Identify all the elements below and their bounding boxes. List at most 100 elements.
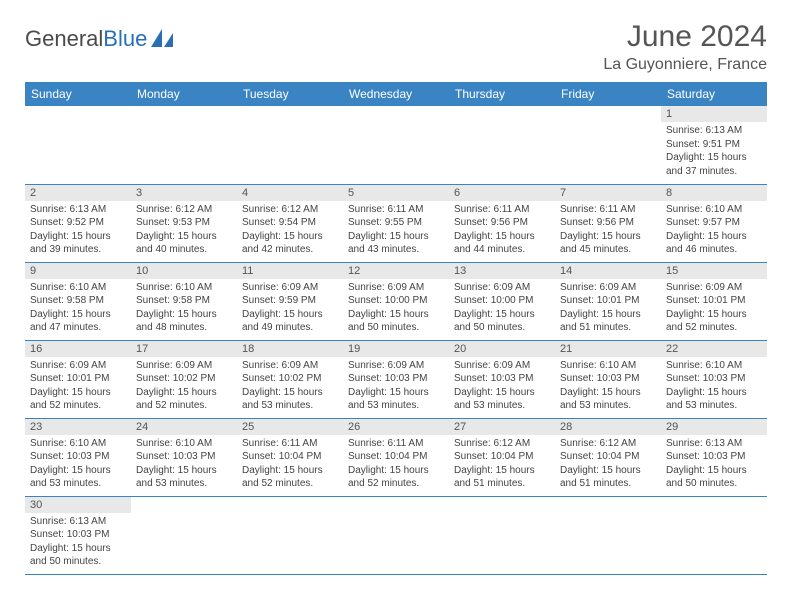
day-content: Sunrise: 6:10 AMSunset: 10:03 PMDaylight… <box>131 435 237 495</box>
day-cell: 1Sunrise: 6:13 AMSunset: 9:51 PMDaylight… <box>661 106 767 184</box>
day-content: Sunrise: 6:09 AMSunset: 10:01 PMDaylight… <box>661 279 767 339</box>
day-cell: 17Sunrise: 6:09 AMSunset: 10:02 PMDaylig… <box>131 340 237 418</box>
title-block: June 2024 La Guyonniere, France <box>603 20 767 74</box>
day-number: 6 <box>449 185 555 201</box>
day-number: 12 <box>343 263 449 279</box>
day-number: 21 <box>555 341 661 357</box>
day-cell: 20Sunrise: 6:09 AMSunset: 10:03 PMDaylig… <box>449 340 555 418</box>
day-number: 16 <box>25 341 131 357</box>
day-cell: 15Sunrise: 6:09 AMSunset: 10:01 PMDaylig… <box>661 262 767 340</box>
day-number: 10 <box>131 263 237 279</box>
empty-cell <box>131 496 237 574</box>
day-cell: 18Sunrise: 6:09 AMSunset: 10:02 PMDaylig… <box>237 340 343 418</box>
day-number: 3 <box>131 185 237 201</box>
day-content: Sunrise: 6:13 AMSunset: 10:03 PMDaylight… <box>661 435 767 495</box>
calendar-row: 23Sunrise: 6:10 AMSunset: 10:03 PMDaylig… <box>25 418 767 496</box>
logo-text-a: General <box>25 26 103 52</box>
day-number: 8 <box>661 185 767 201</box>
day-number: 20 <box>449 341 555 357</box>
day-content: Sunrise: 6:09 AMSunset: 10:01 PMDaylight… <box>25 357 131 417</box>
day-cell: 10Sunrise: 6:10 AMSunset: 9:58 PMDayligh… <box>131 262 237 340</box>
day-cell: 8Sunrise: 6:10 AMSunset: 9:57 PMDaylight… <box>661 184 767 262</box>
day-number: 27 <box>449 419 555 435</box>
weekday-header: Friday <box>555 82 661 106</box>
weekday-header: Saturday <box>661 82 767 106</box>
day-number: 18 <box>237 341 343 357</box>
day-cell: 3Sunrise: 6:12 AMSunset: 9:53 PMDaylight… <box>131 184 237 262</box>
day-cell: 14Sunrise: 6:09 AMSunset: 10:01 PMDaylig… <box>555 262 661 340</box>
day-content: Sunrise: 6:10 AMSunset: 10:03 PMDaylight… <box>25 435 131 495</box>
day-cell: 30Sunrise: 6:13 AMSunset: 10:03 PMDaylig… <box>25 496 131 574</box>
day-number: 15 <box>661 263 767 279</box>
day-cell: 11Sunrise: 6:09 AMSunset: 9:59 PMDayligh… <box>237 262 343 340</box>
weekday-header: Tuesday <box>237 82 343 106</box>
day-number: 25 <box>237 419 343 435</box>
day-content: Sunrise: 6:10 AMSunset: 10:03 PMDaylight… <box>661 357 767 417</box>
day-content: Sunrise: 6:09 AMSunset: 10:00 PMDaylight… <box>343 279 449 339</box>
day-number: 13 <box>449 263 555 279</box>
day-cell: 16Sunrise: 6:09 AMSunset: 10:01 PMDaylig… <box>25 340 131 418</box>
day-content: Sunrise: 6:11 AMSunset: 10:04 PMDaylight… <box>237 435 343 495</box>
day-content: Sunrise: 6:13 AMSunset: 10:03 PMDaylight… <box>25 513 131 573</box>
day-content: Sunrise: 6:11 AMSunset: 10:04 PMDaylight… <box>343 435 449 495</box>
weekday-header: Wednesday <box>343 82 449 106</box>
day-cell: 6Sunrise: 6:11 AMSunset: 9:56 PMDaylight… <box>449 184 555 262</box>
day-content: Sunrise: 6:12 AMSunset: 9:54 PMDaylight:… <box>237 201 343 261</box>
day-number: 17 <box>131 341 237 357</box>
day-cell: 7Sunrise: 6:11 AMSunset: 9:56 PMDaylight… <box>555 184 661 262</box>
day-number: 14 <box>555 263 661 279</box>
empty-cell <box>237 496 343 574</box>
day-number: 26 <box>343 419 449 435</box>
day-cell: 2Sunrise: 6:13 AMSunset: 9:52 PMDaylight… <box>25 184 131 262</box>
day-content: Sunrise: 6:09 AMSunset: 10:02 PMDaylight… <box>237 357 343 417</box>
day-cell: 5Sunrise: 6:11 AMSunset: 9:55 PMDaylight… <box>343 184 449 262</box>
day-cell: 12Sunrise: 6:09 AMSunset: 10:00 PMDaylig… <box>343 262 449 340</box>
logo: GeneralBlue <box>25 20 177 52</box>
day-content: Sunrise: 6:09 AMSunset: 10:01 PMDaylight… <box>555 279 661 339</box>
day-content: Sunrise: 6:09 AMSunset: 9:59 PMDaylight:… <box>237 279 343 339</box>
day-content: Sunrise: 6:13 AMSunset: 9:51 PMDaylight:… <box>661 122 767 182</box>
day-cell: 23Sunrise: 6:10 AMSunset: 10:03 PMDaylig… <box>25 418 131 496</box>
day-content: Sunrise: 6:11 AMSunset: 9:56 PMDaylight:… <box>449 201 555 261</box>
day-cell: 28Sunrise: 6:12 AMSunset: 10:04 PMDaylig… <box>555 418 661 496</box>
day-cell: 22Sunrise: 6:10 AMSunset: 10:03 PMDaylig… <box>661 340 767 418</box>
day-content: Sunrise: 6:11 AMSunset: 9:56 PMDaylight:… <box>555 201 661 261</box>
day-cell: 9Sunrise: 6:10 AMSunset: 9:58 PMDaylight… <box>25 262 131 340</box>
day-content: Sunrise: 6:13 AMSunset: 9:52 PMDaylight:… <box>25 201 131 261</box>
day-number: 1 <box>661 106 767 122</box>
empty-cell <box>237 106 343 184</box>
day-content: Sunrise: 6:09 AMSunset: 10:02 PMDaylight… <box>131 357 237 417</box>
calendar-table: SundayMondayTuesdayWednesdayThursdayFrid… <box>25 82 767 575</box>
empty-cell <box>131 106 237 184</box>
month-title: June 2024 <box>603 20 767 54</box>
day-number: 23 <box>25 419 131 435</box>
day-number: 30 <box>25 497 131 513</box>
header: GeneralBlue June 2024 La Guyonniere, Fra… <box>25 20 767 74</box>
day-number: 4 <box>237 185 343 201</box>
day-cell: 19Sunrise: 6:09 AMSunset: 10:03 PMDaylig… <box>343 340 449 418</box>
day-cell: 21Sunrise: 6:10 AMSunset: 10:03 PMDaylig… <box>555 340 661 418</box>
weekday-header: Monday <box>131 82 237 106</box>
day-number: 28 <box>555 419 661 435</box>
day-number: 11 <box>237 263 343 279</box>
day-number: 22 <box>661 341 767 357</box>
day-number: 7 <box>555 185 661 201</box>
day-content: Sunrise: 6:10 AMSunset: 9:57 PMDaylight:… <box>661 201 767 261</box>
day-content: Sunrise: 6:11 AMSunset: 9:55 PMDaylight:… <box>343 201 449 261</box>
day-content: Sunrise: 6:09 AMSunset: 10:03 PMDaylight… <box>449 357 555 417</box>
empty-cell <box>449 106 555 184</box>
day-cell: 25Sunrise: 6:11 AMSunset: 10:04 PMDaylig… <box>237 418 343 496</box>
logo-text-b: Blue <box>103 26 147 52</box>
empty-cell <box>555 496 661 574</box>
empty-cell <box>343 496 449 574</box>
day-content: Sunrise: 6:10 AMSunset: 9:58 PMDaylight:… <box>25 279 131 339</box>
empty-cell <box>25 106 131 184</box>
day-content: Sunrise: 6:10 AMSunset: 10:03 PMDaylight… <box>555 357 661 417</box>
day-content: Sunrise: 6:12 AMSunset: 9:53 PMDaylight:… <box>131 201 237 261</box>
empty-cell <box>661 496 767 574</box>
weekday-header-row: SundayMondayTuesdayWednesdayThursdayFrid… <box>25 82 767 106</box>
calendar-row: 16Sunrise: 6:09 AMSunset: 10:01 PMDaylig… <box>25 340 767 418</box>
location: La Guyonniere, France <box>603 56 767 74</box>
day-number: 19 <box>343 341 449 357</box>
day-number: 24 <box>131 419 237 435</box>
